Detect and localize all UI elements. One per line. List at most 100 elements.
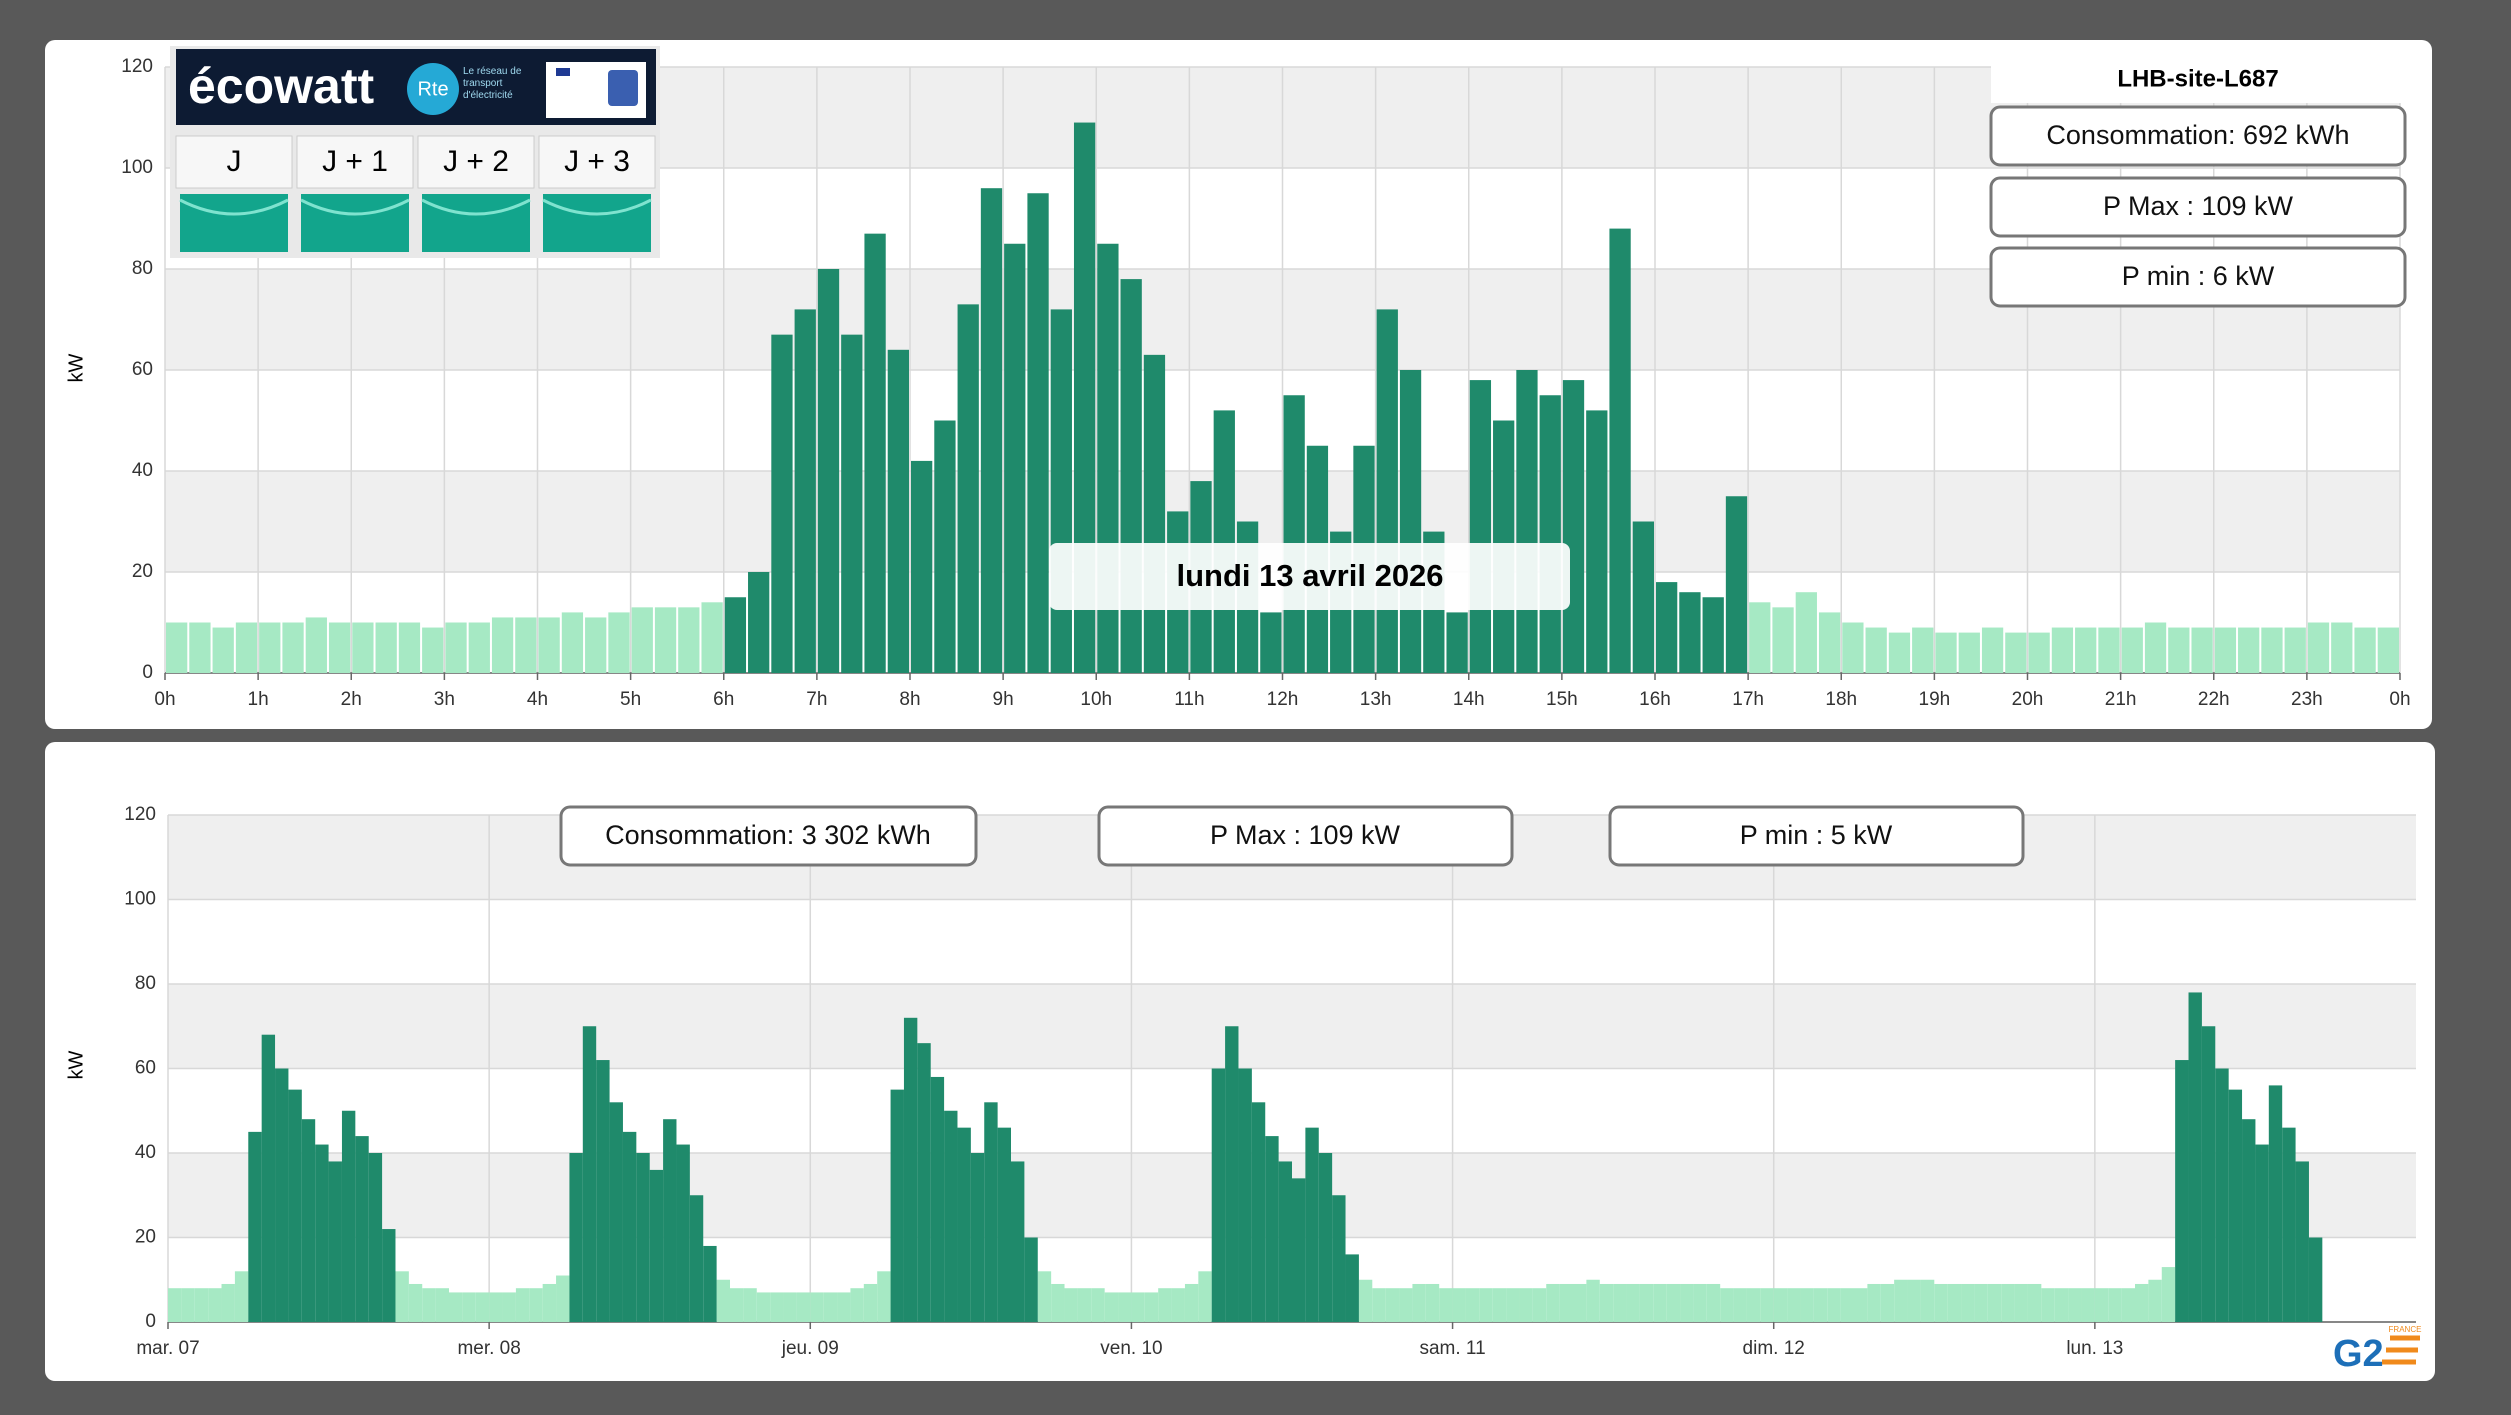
bar — [1947, 1283, 1962, 1322]
stat: Consommation: 692 kWh — [2046, 120, 2349, 150]
bar — [1865, 627, 1887, 673]
bar — [2161, 1267, 2176, 1322]
bar — [234, 1271, 249, 1322]
x-tick-label: 4h — [527, 689, 548, 710]
bar — [756, 1292, 771, 1322]
bar — [957, 1127, 971, 1322]
x-tick-label: 22h — [2198, 689, 2230, 710]
bar — [382, 1229, 396, 1322]
bar — [2135, 1283, 2149, 1322]
bar — [783, 1292, 797, 1322]
bar — [2331, 622, 2353, 673]
logo-text: G2 — [2333, 1333, 2384, 1375]
bar — [887, 349, 909, 673]
day-label: J + 1 — [322, 145, 388, 178]
ecowatt-days: J J + 1 J + 2 J + 3 — [175, 135, 656, 252]
x-tick-label: mer. 08 — [457, 1338, 520, 1359]
stat-box — [1989, 246, 2407, 308]
bar — [1305, 1127, 1319, 1322]
bar — [1573, 1283, 1587, 1322]
bar — [771, 334, 793, 673]
bar — [1867, 1283, 1881, 1322]
bar — [1051, 1283, 1065, 1322]
overlay: lundi 13 avril 2026 LHB-site-L687 Consom… — [65, 65, 2411, 1079]
x-tick-label: 8h — [899, 689, 920, 710]
bar — [636, 1153, 650, 1322]
x-tick-label: 6h — [713, 689, 734, 710]
x-tick-label: ven. 10 — [1100, 1338, 1162, 1359]
bar — [1091, 1288, 1105, 1322]
bar — [2001, 1283, 2015, 1322]
bar — [315, 1144, 329, 1322]
x-tick-label: 19h — [1919, 689, 1951, 710]
bar — [1452, 1288, 1466, 1322]
bar — [445, 622, 467, 673]
bar — [328, 1161, 342, 1322]
bar — [1283, 395, 1305, 673]
rte-caption: Le réseau de transport d'électricité — [463, 66, 522, 101]
bar — [1539, 395, 1561, 673]
bar — [631, 607, 653, 673]
stat-box — [1989, 105, 2407, 167]
bar — [796, 1292, 811, 1322]
bar — [1733, 1288, 1747, 1322]
bar — [678, 607, 700, 673]
bar — [352, 622, 374, 673]
bar — [1958, 632, 1980, 673]
bar — [810, 1292, 824, 1322]
signal-wave — [300, 198, 410, 216]
bar — [1599, 1283, 1614, 1322]
x-tick-label: 17h — [1732, 689, 1764, 710]
date-box — [1049, 543, 1570, 610]
signal — [180, 194, 288, 252]
bar — [368, 1153, 383, 1322]
bar — [515, 1288, 530, 1322]
bar — [1027, 193, 1049, 673]
bar — [2377, 627, 2399, 673]
bar — [1385, 1288, 1400, 1322]
y-tick-label: 80 — [132, 258, 153, 279]
bar — [275, 1068, 289, 1322]
bar — [1680, 1283, 1694, 1322]
bar — [2191, 627, 2213, 673]
bar — [2284, 627, 2306, 673]
bar — [221, 1283, 235, 1322]
bar — [1981, 627, 2004, 673]
grid-band — [168, 1068, 2416, 1153]
ecowatt-widget: écowatt Rte Le réseau de transport d'éle… — [170, 46, 660, 258]
stat: P Max : 109 kW — [2103, 191, 2294, 221]
stat-box — [1608, 805, 2025, 867]
x-tick-label: 7h — [806, 689, 827, 710]
x-tick-label: 11h — [1174, 689, 1204, 710]
bar — [1011, 1161, 1025, 1322]
bar — [1609, 228, 1631, 673]
bar — [1465, 1288, 1480, 1322]
bar — [1184, 1283, 1199, 1322]
bar — [608, 612, 630, 673]
y-tick-label: 120 — [124, 804, 156, 825]
bar — [1586, 1279, 1600, 1322]
bar — [1746, 1288, 1761, 1322]
x-tick-label: 1h — [248, 689, 269, 710]
bar — [1064, 1288, 1078, 1322]
bar — [850, 1288, 864, 1322]
bar — [770, 1292, 784, 1322]
bar — [1795, 592, 1817, 673]
bar — [877, 1271, 891, 1322]
bar — [1225, 1026, 1239, 1322]
bar — [181, 1288, 195, 1322]
bar — [2068, 1288, 2082, 1322]
bar — [1632, 521, 1654, 673]
bar — [984, 1102, 998, 1322]
bar — [724, 597, 747, 673]
day-label: J + 3 — [564, 145, 630, 178]
bar — [1842, 622, 1864, 673]
bar — [689, 1195, 704, 1322]
bar — [2175, 1060, 2189, 1322]
bar — [917, 1043, 931, 1322]
x-tick-label: mar. 07 — [136, 1338, 199, 1359]
y-tick-label: 20 — [132, 561, 153, 582]
bar — [542, 1283, 557, 1322]
bar — [248, 1131, 262, 1322]
bar — [957, 304, 979, 673]
